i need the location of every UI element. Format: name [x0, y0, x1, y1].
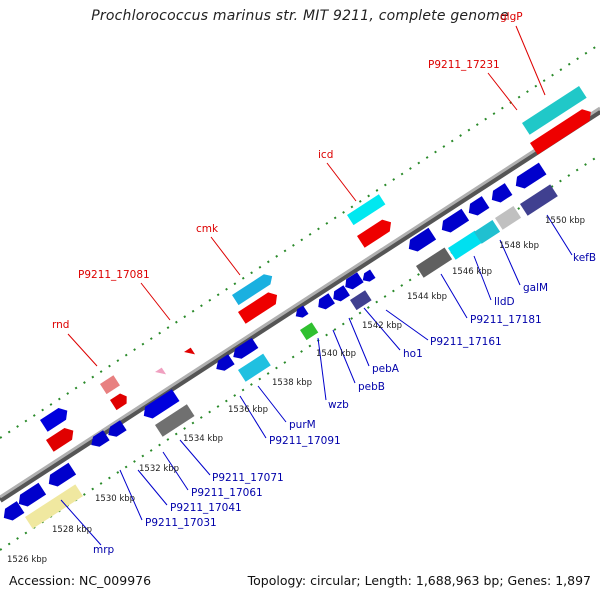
tick-label: 1534 kbp	[183, 434, 223, 444]
forward-genes	[40, 85, 595, 452]
gene-rev-a[interactable]	[405, 227, 437, 255]
gene-blue-fwd-1[interactable]	[40, 405, 71, 432]
gene-icd[interactable]	[357, 216, 395, 248]
gene-red-small[interactable]	[110, 391, 130, 411]
genome-backbone	[0, 106, 600, 499]
gene-label-galM[interactable]: galM	[523, 282, 548, 294]
gene-rnd[interactable]	[46, 425, 77, 452]
gene-P9211-17071[interactable]	[155, 404, 195, 437]
gene-cmk[interactable]	[238, 289, 281, 324]
gene-label-pebA[interactable]: pebA	[372, 363, 400, 375]
gene-P9211-17031[interactable]	[88, 430, 110, 450]
gene-glgP[interactable]	[530, 106, 595, 155]
gene-label-purM[interactable]: purM	[289, 419, 316, 431]
tick-label: 1550 kbp	[545, 216, 585, 226]
gene-label-P9211-17231[interactable]: P9211_17231	[428, 59, 500, 71]
gene-P9211-17041[interactable]	[105, 420, 127, 440]
tick-label: 1530 kbp	[95, 494, 135, 504]
gene-label-lldD[interactable]: lldD	[494, 296, 515, 308]
gene-label-icd[interactable]: icd	[318, 149, 333, 161]
gene-label-P9211-17071[interactable]: P9211_17071	[212, 472, 284, 484]
gene-lldD[interactable]	[448, 230, 483, 260]
gene-label-P9211-17091[interactable]: P9211_17091	[269, 435, 341, 447]
gene-ho1[interactable]	[342, 272, 364, 292]
gene-pebB[interactable]	[315, 293, 335, 312]
gene-rev-e[interactable]	[512, 162, 547, 192]
tick-label: 1544 kbp	[407, 292, 447, 302]
gene-label-cmk[interactable]: cmk	[196, 223, 219, 235]
gene-galM-cyan[interactable]	[474, 220, 501, 244]
reverse-connectors	[60, 214, 573, 546]
tick-label: 1532 kbp	[139, 464, 179, 474]
gene-galM[interactable]	[495, 206, 522, 230]
gene-rev-1[interactable]	[0, 501, 25, 524]
tick-label: 1526 kbp	[7, 555, 47, 565]
tick-label: 1536 kbp	[228, 405, 268, 415]
gene-P9211-17061[interactable]	[140, 389, 180, 421]
scale-ticks: 1526 kbp 1528 kbp 1530 kbp 1532 kbp 1534…	[7, 216, 585, 565]
tick-label: 1542 kbp	[362, 321, 402, 331]
gene-rev-b[interactable]	[438, 208, 470, 236]
tick-label: 1538 kbp	[272, 378, 312, 388]
gene-P9211-17181[interactable]	[416, 247, 453, 278]
gene-rev-c[interactable]	[465, 196, 490, 219]
gene-P9211-17231[interactable]	[522, 85, 587, 135]
accession-text: Accession: NC_009976	[9, 573, 152, 588]
tick-label: 1548 kbp	[499, 241, 539, 251]
gene-cmk-blue[interactable]	[232, 271, 275, 306]
gene-purM[interactable]	[238, 353, 271, 382]
gene-label-P9211-17081[interactable]: P9211_17081	[78, 269, 150, 281]
gene-label-rnd[interactable]: rnd	[52, 319, 69, 331]
gene-label-P9211-17181[interactable]: P9211_17181	[470, 314, 542, 326]
gene-rev-2[interactable]	[15, 482, 47, 510]
gene-label-pebB[interactable]: pebB	[358, 381, 385, 393]
gene-salmon[interactable]	[100, 375, 120, 395]
gene-pink-small[interactable]	[155, 367, 167, 379]
gene-label-glgP[interactable]: glgP	[500, 11, 523, 23]
gene-label-ho1[interactable]: ho1	[403, 348, 423, 360]
label-connectors	[67, 25, 546, 367]
gene-mrp[interactable]	[25, 484, 83, 529]
topology-text: Topology: circular; Length: 1,688,963 bp…	[247, 573, 591, 588]
genome-title: Prochlorococcus marinus str. MIT 9211, c…	[91, 8, 509, 24]
gene-small-rev[interactable]	[360, 269, 376, 284]
tick-label: 1546 kbp	[452, 267, 492, 277]
gene-rev-3[interactable]	[45, 462, 77, 490]
gene-wzb[interactable]	[300, 322, 319, 341]
gene-label-kefB[interactable]: kefB	[573, 252, 596, 264]
gene-icd-cyan[interactable]	[347, 194, 386, 226]
gene-label-P9211-17041[interactable]: P9211_17041	[170, 502, 242, 514]
gene-P9211-17091[interactable]	[213, 354, 235, 374]
gene-label-P9211-17031[interactable]: P9211_17031	[145, 517, 217, 529]
gene-P9211-17081[interactable]	[184, 347, 196, 359]
gene-pebA[interactable]	[330, 285, 350, 304]
forward-labels: rnd P9211_17081 cmk icd P9211_17231 glgP	[52, 11, 523, 331]
reverse-genes	[0, 162, 558, 529]
gene-kefB[interactable]	[520, 184, 558, 216]
tick-label: 1540 kbp	[316, 349, 356, 359]
gene-label-mrp[interactable]: mrp	[93, 544, 115, 556]
gene-label-wzb[interactable]: wzb	[328, 399, 349, 411]
reverse-labels: mrp P9211_17031 P9211_17041 P9211_17061 …	[93, 252, 596, 556]
gene-wzb-blue[interactable]	[293, 305, 309, 320]
gene-label-P9211-17061[interactable]: P9211_17061	[191, 487, 263, 499]
gene-P9211-17161[interactable]	[350, 290, 372, 311]
gene-rev-d[interactable]	[488, 183, 513, 206]
gene-label-P9211-17161[interactable]: P9211_17161	[430, 336, 502, 348]
tick-label: 1528 kbp	[52, 525, 92, 535]
gene-purM-blue[interactable]	[230, 337, 259, 362]
